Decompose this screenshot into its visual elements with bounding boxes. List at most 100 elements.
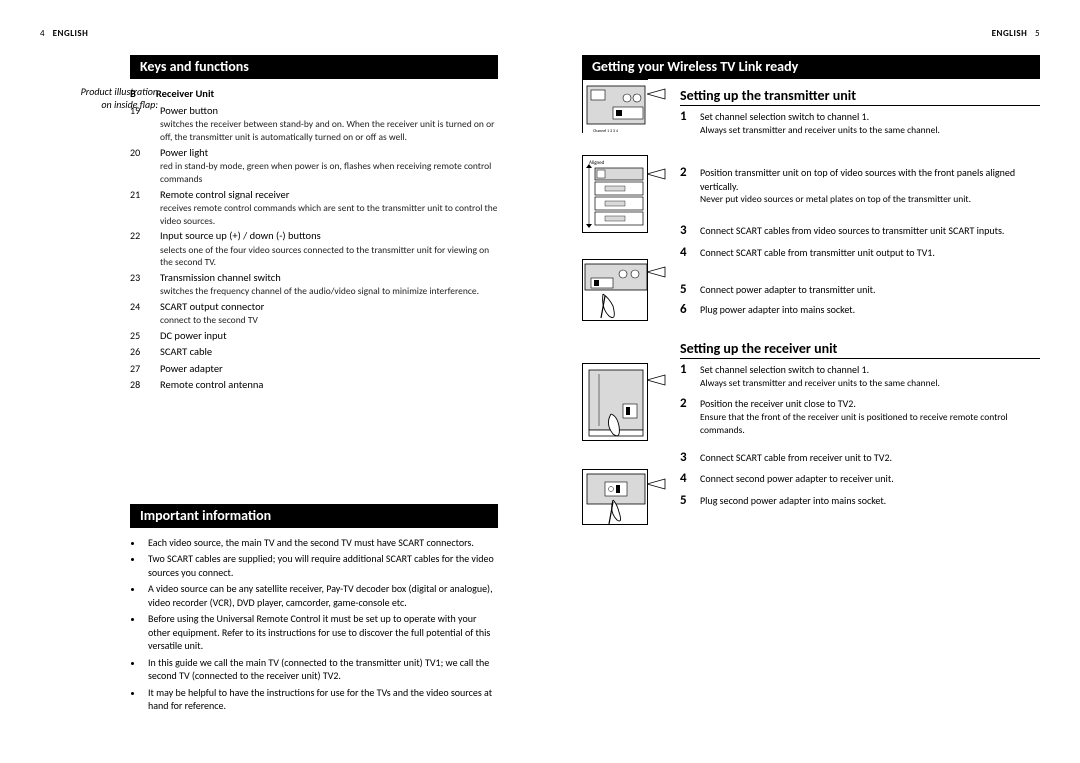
step-row: 3 Connect SCART cables from video sources… (680, 224, 1040, 238)
step-note: Always set transmitter and receiver unit… (700, 124, 1040, 137)
svg-text:Channel 1 2 3 4: Channel 1 2 3 4 (593, 129, 618, 134)
step-text: Position transmitter unit on top of vide… (700, 166, 1040, 193)
key-body: SCART output connectorconnect to the sec… (160, 300, 498, 327)
page-number: 5 (1035, 28, 1040, 39)
key-body: DC power input (160, 329, 498, 343)
page-lang: ENGLISH (992, 28, 1028, 39)
step-text: Plug power adapter into mains socket. (700, 303, 1040, 317)
step-text: Set channel selection switch to channel … (700, 363, 1040, 377)
key-term: SCART cable (160, 345, 498, 359)
step-number: 2 (680, 166, 694, 206)
step-text: Position the receiver unit close to TV2. (700, 397, 1040, 411)
step-number: 6 (680, 303, 694, 317)
key-row: 25DC power input (130, 329, 498, 343)
step-number: 5 (680, 283, 694, 297)
step-number: 4 (680, 472, 694, 486)
key-term: Power light (160, 146, 498, 160)
receiver-steps: 1 Set channel selection switch to channel… (680, 363, 1040, 507)
key-term: Input source up (+) / down (-) buttons (160, 229, 498, 243)
step-body: Connect power adapter to transmitter uni… (700, 283, 1040, 297)
heading-keys-functions: Keys and functions (130, 55, 498, 79)
step-text: Connect SCART cable from transmitter uni… (700, 246, 1040, 260)
illus-aligned-stack: Aligned (582, 155, 648, 233)
step-note: Always set transmitter and receiver unit… (700, 377, 1040, 390)
pointer-icon (647, 374, 667, 386)
step-row: 1 Set channel selection switch to channel… (680, 363, 1040, 389)
key-description: receives remote control commands which a… (160, 202, 498, 228)
key-term: Transmission channel switch (160, 271, 498, 285)
pointer-icon (647, 266, 667, 278)
step-body: Set channel selection switch to channel … (700, 110, 1040, 136)
step-text: Plug second power adapter into mains soc… (700, 494, 1040, 508)
important-item: Each video source, the main TV and the s… (144, 536, 498, 550)
important-item: Two SCART cables are supplied; you will … (144, 552, 498, 579)
important-item: A video source can be any satellite rece… (144, 582, 498, 609)
section-title-receiver: Receiver Unit (156, 87, 214, 100)
key-row: 24SCART output connectorconnect to the s… (130, 300, 498, 327)
key-row: 21Remote control signal receiverreceives… (130, 188, 498, 228)
key-number: 27 (130, 362, 160, 376)
step-row: 2Position transmitter unit on top of vid… (680, 166, 1040, 206)
key-body: Power lightred in stand-by mode, green w… (160, 146, 498, 186)
key-number: 28 (130, 378, 160, 392)
step-row: 5 Connect power adapter to transmitter un… (680, 283, 1040, 297)
important-item: In this guide we call the main TV (conne… (144, 656, 498, 683)
key-term: Remote control antenna (160, 378, 498, 392)
important-item: It may be helpful to have the instructio… (144, 686, 498, 713)
step-row: 4 Connect second power adapter to receive… (680, 472, 1040, 486)
step-text: Set channel selection switch to channel … (700, 110, 1040, 124)
step-row: 2Position the receiver unit close to TV2… (680, 397, 1040, 436)
pointer-icon (647, 478, 667, 490)
page-4: 4 ENGLISH Product illustration on inside… (0, 0, 540, 763)
step-body: Connect SCART cable from receiver unit t… (700, 451, 1040, 465)
subheading-transmitter: Setting up the transmitter unit (680, 87, 1040, 106)
key-number: 26 (130, 345, 160, 359)
step-number: 3 (680, 451, 694, 465)
key-term: DC power input (160, 329, 498, 343)
illustration-column: Channel 1 2 3 4 Aligned (582, 55, 664, 525)
step-body: Connect second power adapter to receiver… (700, 472, 1040, 486)
key-term: Remote control signal receiver (160, 188, 498, 202)
key-description: red in stand-by mode, green when power i… (160, 160, 498, 186)
key-term: Power adapter (160, 362, 498, 376)
step-number: 3 (680, 224, 694, 238)
step-body: Position the receiver unit close to TV2.… (700, 397, 1040, 436)
key-description: switches the receiver between stand-by a… (160, 118, 498, 144)
page-lang: ENGLISH (53, 28, 89, 39)
step-text: Connect second power adapter to receiver… (700, 472, 1040, 486)
step-text: Connect SCART cable from receiver unit t… (700, 451, 1040, 465)
step-body: Plug second power adapter into mains soc… (700, 494, 1040, 508)
heading-important-info: Important information (130, 504, 498, 528)
step-body: Connect SCART cables from video sources … (700, 224, 1040, 238)
step-number: 4 (680, 246, 694, 260)
key-row: 20Power lightred in stand-by mode, green… (130, 146, 498, 186)
step-number: 1 (680, 363, 694, 389)
step-row: 1Set channel selection switch to channel… (680, 110, 1040, 136)
illus-power-adapter-tx (582, 259, 648, 321)
illus-power-adapter-rx (582, 469, 648, 525)
step-note: Ensure that the front of the receiver un… (700, 411, 1040, 437)
key-number: 21 (130, 188, 160, 228)
key-description: switches the frequency channel of the au… (160, 285, 498, 298)
key-body: SCART cable (160, 345, 498, 359)
step-body: Set channel selection switch to channel … (700, 363, 1040, 389)
pointer-icon (647, 88, 667, 100)
illus-receiver-back (582, 363, 648, 441)
key-row: 27Power adapter (130, 362, 498, 376)
transmitter-steps: 1Set channel selection switch to channel… (680, 110, 1040, 316)
page-number: 4 (40, 28, 45, 39)
key-description: selects one of the four video sources co… (160, 244, 498, 270)
subheading-receiver: Setting up the receiver unit (680, 340, 1040, 359)
step-text: Connect SCART cables from video sources … (700, 224, 1040, 238)
key-body: Remote control signal receiverreceives r… (160, 188, 498, 228)
key-row: 23Transmission channel switchswitches th… (130, 271, 498, 298)
key-body: Power buttonswitches the receiver betwee… (160, 104, 498, 144)
key-body: Input source up (+) / down (-) buttonsse… (160, 229, 498, 269)
step-row: 3 Connect SCART cable from receiver unit … (680, 451, 1040, 465)
key-number: 19 (130, 104, 160, 144)
step-note: Never put video sources or metal plates … (700, 193, 1040, 206)
key-term: SCART output connector (160, 300, 498, 314)
key-row: 22Input source up (+) / down (-) buttons… (130, 229, 498, 269)
keys-list: 19Power buttonswitches the receiver betw… (130, 104, 498, 392)
page-header-left: 4 ENGLISH (40, 28, 88, 39)
